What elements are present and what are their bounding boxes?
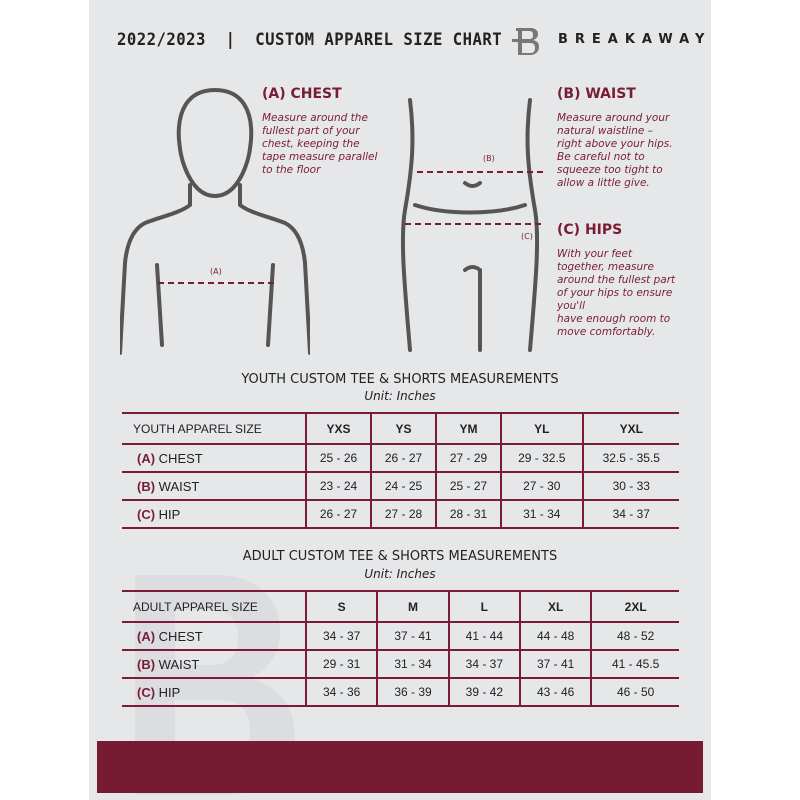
measure-name: CHEST [158,628,203,644]
measure-value: 28 - 31 [435,499,501,529]
measure-value: 23 - 24 [305,471,371,501]
measure-value: 34 - 36 [304,677,378,707]
measure-value: 25 - 27 [435,471,501,501]
measure-label: (C) HIP [122,677,306,707]
chest-heading: (A) CHEST [262,86,342,102]
chest-marker: (A) [210,267,222,276]
adult-table-title: ADULT CUSTOM TEE & SHORTS MEASUREMENTS [242,549,558,564]
measure-value: 26 - 27 [370,443,436,473]
measure-value: 27 - 28 [370,499,436,529]
upper-body-figure [120,87,310,355]
measure-name: CHEST [158,450,203,466]
measure-value: 44 - 48 [518,621,592,651]
measure-value: 34 - 37 [304,621,378,651]
measure-name: WAIST [158,478,200,494]
waist-instructions: Measure around your natural waistline – ri… [557,112,673,189]
size-header: YM [435,412,501,445]
waist-marker: (B) [483,154,495,163]
table-row: (C) HIP 26 - 27 27 - 28 28 - 31 31 - 34 34 - … [122,499,679,529]
breakaway-logo-icon [512,28,539,55]
footer-band [97,741,703,793]
chest-instructions: Measure around the fullest part of your ch… [262,112,378,176]
brand-name: BREAKAWAY [558,32,712,47]
youth-size-table: YOUTH APPAREL SIZE YXS YS YM YL YXL (A) CHEST 2… [122,412,679,529]
table-row: (B) WAIST 29 - 31 31 - 34 34 - 37 37 - 41 41 … [122,649,679,679]
measure-value: 29 - 32.5 [500,443,583,473]
measure-value: 39 - 42 [447,677,520,707]
measure-value: 43 - 46 [518,677,592,707]
measure-value: 34 - 37 [581,499,679,529]
header-row: ADULT APPAREL SIZE S M L XL 2XL [122,590,679,623]
measure-value: 37 - 41 [376,621,449,651]
measure-label: (A) CHEST [122,621,306,651]
measure-label: (C) HIP [122,499,306,529]
size-label-header: YOUTH APPAREL SIZE [122,412,306,445]
measure-value: 37 - 41 [518,649,592,679]
measure-value: 34 - 37 [447,649,520,679]
hips-marker: (C) [521,232,533,241]
waist-heading: (B) WAIST [557,86,636,102]
size-header: YXS [305,412,371,445]
table-row: (C) HIP 34 - 36 36 - 39 39 - 42 43 - 46 46 - … [122,677,679,707]
table-row: (A) CHEST 25 - 26 26 - 27 27 - 29 29 - 32.5 3… [122,443,679,473]
measure-value: 31 - 34 [376,649,449,679]
page-title: 2022/2023 | CUSTOM APPAREL SIZE CHART [117,30,503,50]
measure-label: (B) WAIST [122,471,306,501]
measure-value: 29 - 31 [304,649,378,679]
hips-instructions: With your feet together, measure around th… [557,248,676,338]
measure-name: HIP [158,684,181,700]
table-row: (A) CHEST 34 - 37 37 - 41 41 - 44 44 - 48 48 … [122,621,679,651]
table-row: (B) WAIST 23 - 24 24 - 25 25 - 27 27 - 30 30 … [122,471,679,501]
measure-value: 41 - 45.5 [590,649,679,679]
lower-body-figure [400,98,545,352]
size-header: YL [500,412,583,445]
measure-letter: (A) [137,628,156,644]
size-header: 2XL [590,590,679,623]
measure-letter: (C) [137,506,156,522]
measure-value: 48 - 52 [590,621,679,651]
measure-letter: (A) [137,450,156,466]
measure-value: 41 - 44 [447,621,520,651]
youth-table-unit: Unit: Inches [364,389,436,403]
measure-label: (A) CHEST [122,443,306,473]
measure-letter: (B) [137,478,156,494]
measure-value: 30 - 33 [581,471,679,501]
measure-name: HIP [158,506,181,522]
youth-table-title: YOUTH CUSTOM TEE & SHORTS MEASUREMENTS [241,372,559,387]
measure-value: 32.5 - 35.5 [581,443,679,473]
measure-value: 36 - 39 [376,677,449,707]
size-header: YS [370,412,436,445]
size-header: M [376,590,449,623]
adult-table-unit: Unit: Inches [364,567,436,581]
adult-size-table: ADULT APPAREL SIZE S M L XL 2XL (A) CHEST 34 - … [122,590,679,707]
measure-value: 25 - 26 [305,443,371,473]
measure-letter: (B) [137,656,156,672]
size-label-header: ADULT APPAREL SIZE [122,590,306,623]
measure-value: 26 - 27 [305,499,371,529]
measure-name: WAIST [158,656,200,672]
measure-value: 31 - 34 [500,499,583,529]
measure-value: 46 - 50 [590,677,679,707]
size-header: L [447,590,520,623]
size-header: XL [518,590,592,623]
size-header: YXL [581,412,679,445]
measure-letter: (C) [137,684,156,700]
measure-value: 27 - 29 [435,443,501,473]
header-row: YOUTH APPAREL SIZE YXS YS YM YL YXL [122,412,679,445]
measure-label: (B) WAIST [122,649,306,679]
size-header: S [304,590,378,623]
measure-value: 27 - 30 [500,471,583,501]
measure-value: 24 - 25 [370,471,436,501]
hips-heading: (C) HIPS [557,222,623,238]
